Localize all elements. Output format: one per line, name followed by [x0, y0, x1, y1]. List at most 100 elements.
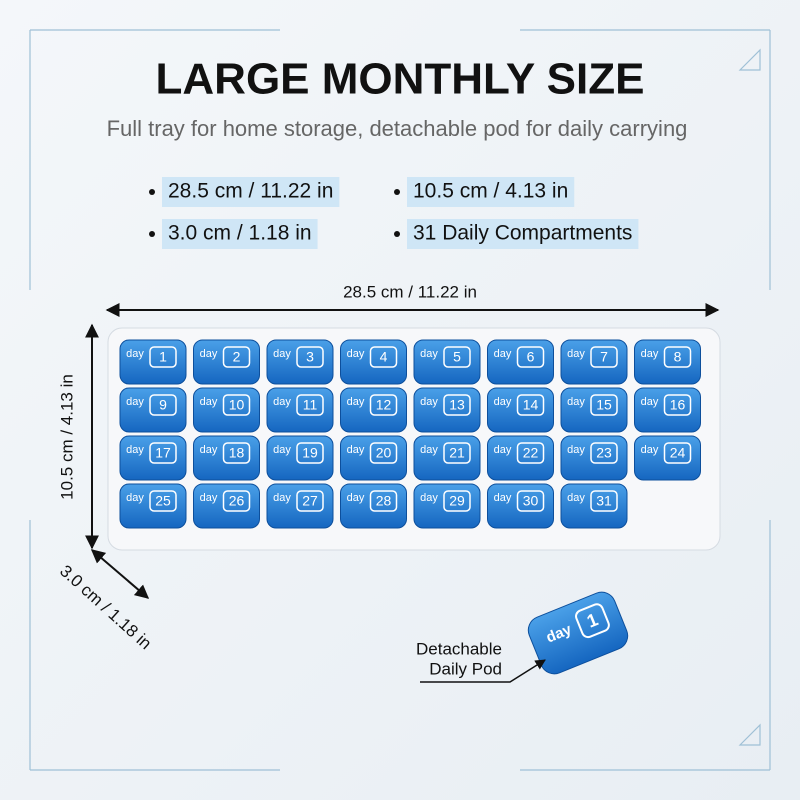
pod: day 31	[560, 483, 628, 529]
pod-label: day	[494, 444, 512, 456]
pod-label: day	[420, 444, 438, 456]
pod-body	[413, 387, 481, 433]
depth-arrow	[90, 549, 150, 599]
pod-body	[119, 483, 187, 529]
title: LARGE MONTHLY SIZE	[156, 55, 645, 104]
pod-number: 25	[155, 493, 171, 509]
pod-body	[340, 483, 407, 529]
pod-label: day	[126, 396, 144, 408]
pod-label: day	[347, 492, 365, 504]
pod-number-box	[443, 394, 471, 416]
pod-label: day	[273, 492, 291, 504]
pod-label: day	[420, 348, 438, 360]
pod-number: 24	[670, 445, 686, 461]
pod-number: 11	[303, 397, 318, 413]
pod-label: day	[567, 492, 585, 504]
pod-number: 18	[229, 445, 245, 461]
pod-number-box	[663, 346, 692, 368]
pod-number: 2	[233, 349, 241, 365]
spec-bullet	[149, 189, 155, 195]
callout-pointer	[420, 659, 546, 683]
pod-number: 12	[376, 397, 392, 413]
pod-label: day	[567, 396, 585, 408]
pod-number: 10	[229, 397, 245, 413]
spec-text: 3.0 cm / 1.18 in	[168, 222, 312, 245]
pod-number-box	[663, 394, 692, 416]
pod-number-box	[296, 346, 324, 368]
pod-label: day	[200, 396, 218, 408]
frame-decoration	[29, 29, 771, 771]
pod-number: 4	[380, 349, 388, 365]
pod-number: 27	[302, 493, 318, 509]
pod-number-box	[516, 346, 545, 368]
pod-number-box	[296, 490, 324, 512]
pod-number-box	[590, 490, 618, 512]
pod-number: 14	[523, 397, 539, 413]
pod-label: day	[420, 396, 438, 408]
pod-label: day	[494, 396, 512, 408]
pod-label: day	[273, 348, 291, 360]
pod-body	[119, 339, 187, 385]
pod-label: day	[200, 492, 218, 504]
pod-number-box	[516, 394, 545, 416]
pod-label: day	[567, 444, 585, 456]
pod: day 2	[193, 339, 260, 385]
pod-number-box	[149, 394, 177, 416]
pod-body	[266, 483, 334, 529]
pod-body	[193, 483, 260, 529]
pod-label: day	[200, 444, 218, 456]
pod-body	[413, 483, 481, 529]
pod-number-box	[296, 442, 324, 464]
pod-number: 19	[302, 445, 318, 461]
pod-number-box	[516, 442, 545, 464]
pod-label: day	[126, 444, 144, 456]
pod-number: 9	[159, 397, 167, 413]
height-label: 10.5 cm / 4.13 in	[57, 374, 76, 500]
pod-number: 1	[159, 349, 167, 365]
pod-number-box	[296, 394, 324, 416]
pod-body	[487, 387, 554, 433]
pod-label: day	[273, 396, 291, 408]
pod-body	[634, 435, 701, 481]
spec-highlight	[162, 219, 318, 249]
pod: day 12	[340, 387, 407, 433]
pod: day 15	[560, 387, 628, 433]
pod: day 14	[487, 387, 554, 433]
pod-number: 15	[596, 397, 612, 413]
pod-label: day	[567, 348, 585, 360]
spec-highlight	[162, 177, 340, 207]
pod-number-box	[222, 346, 251, 368]
pod: day 3	[266, 339, 334, 385]
pod-number-box	[590, 442, 618, 464]
pod-label: day	[641, 396, 659, 408]
spec-highlight	[407, 177, 575, 207]
pod-number: 5	[453, 349, 461, 365]
spec-bullet	[149, 231, 155, 237]
pod: day 17	[119, 435, 187, 481]
pod-number: 30	[523, 493, 539, 509]
pod-number-box	[590, 394, 618, 416]
pod-number-box	[369, 442, 398, 464]
pod-number-box	[149, 346, 177, 368]
pod: day 6	[487, 339, 554, 385]
pod-number: 17	[155, 445, 171, 461]
pod-body	[487, 435, 554, 481]
pod-body	[340, 435, 407, 481]
pod-body	[193, 387, 260, 433]
pod-number: 22	[523, 445, 539, 461]
pod-number: 7	[600, 349, 608, 365]
pod: day 18	[193, 435, 260, 481]
pod-number: 16	[670, 397, 686, 413]
pod-number: 23	[596, 445, 612, 461]
pod: day 29	[413, 483, 481, 529]
pod-number-box	[443, 346, 471, 368]
pod: day 24	[634, 435, 701, 481]
pod: day 8	[634, 339, 701, 385]
pod-body	[560, 483, 628, 529]
spec-list: 28.5 cm / 11.22 in 10.5 cm / 4.13 in 3.0 c…	[149, 177, 639, 249]
pod-number: 21	[449, 445, 465, 461]
pod-body	[527, 591, 629, 675]
pod-number-box	[369, 346, 398, 368]
spec-text: 10.5 cm / 4.13 in	[413, 180, 568, 203]
pod: day 13	[413, 387, 481, 433]
